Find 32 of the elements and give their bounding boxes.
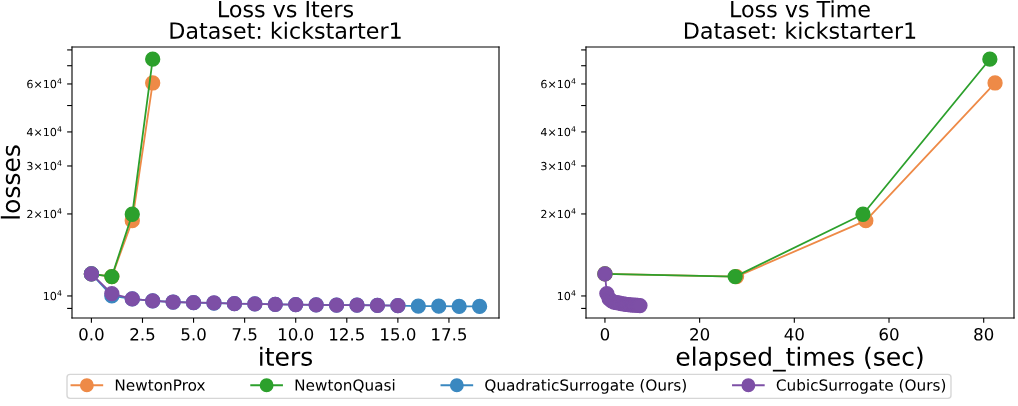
y-tick-label: 6×10$^{4}$	[541, 78, 576, 89]
x-tick-label: 10.0	[278, 328, 314, 341]
x-tick-label: 2.5	[130, 328, 155, 341]
legend-label: QuadraticSurrogate (Ours)	[485, 378, 686, 394]
y-tick-label: 4×10$^{4}$	[26, 126, 62, 137]
x-tick-label: 80	[974, 328, 994, 341]
x-axis-title: iters	[260, 346, 312, 366]
y-tick-label: 6×10$^{4}$	[27, 78, 62, 89]
y-tick-label: 3×10$^{4}$	[27, 160, 62, 171]
x-tick-label: 12.5	[330, 328, 364, 341]
legend-label: CubicSurrogate (Ours)	[776, 378, 946, 394]
x-tick-label: 40	[784, 328, 804, 341]
y-tick-label: 2×10$^{4}$	[541, 208, 576, 219]
x-tick-label: 60	[879, 328, 899, 341]
chart-title: Loss vs Iters Dataset: kickstarter1	[170, 0, 401, 39]
y-tick-label: 3×10$^{4}$	[541, 160, 576, 171]
x-tick-label: 0	[600, 328, 610, 341]
y-tick-label: 10$^{4}$	[43, 290, 62, 301]
x-tick-label: 7.5	[232, 328, 257, 341]
legend-label: NewtonProx	[115, 379, 205, 391]
x-tick-label: 0.0	[79, 328, 104, 341]
x-tick-label: 17.5	[432, 328, 467, 341]
y-axis-title: losses	[0, 145, 21, 219]
legend-label: NewtonQuasi	[295, 378, 395, 393]
x-tick-label: 15.0	[381, 328, 416, 341]
y-tick-label: 4×10$^{4}$	[540, 126, 576, 137]
x-tick-label: 20	[690, 328, 710, 341]
y-tick-label: 10$^{4}$	[557, 290, 576, 301]
x-axis-title: elapsed_times (sec)	[676, 346, 923, 372]
y-tick-label: 2×10$^{4}$	[27, 208, 62, 219]
chart-title: Loss vs Time Dataset: kickstarter1	[684, 0, 916, 39]
x-tick-label: 5.0	[181, 328, 206, 341]
